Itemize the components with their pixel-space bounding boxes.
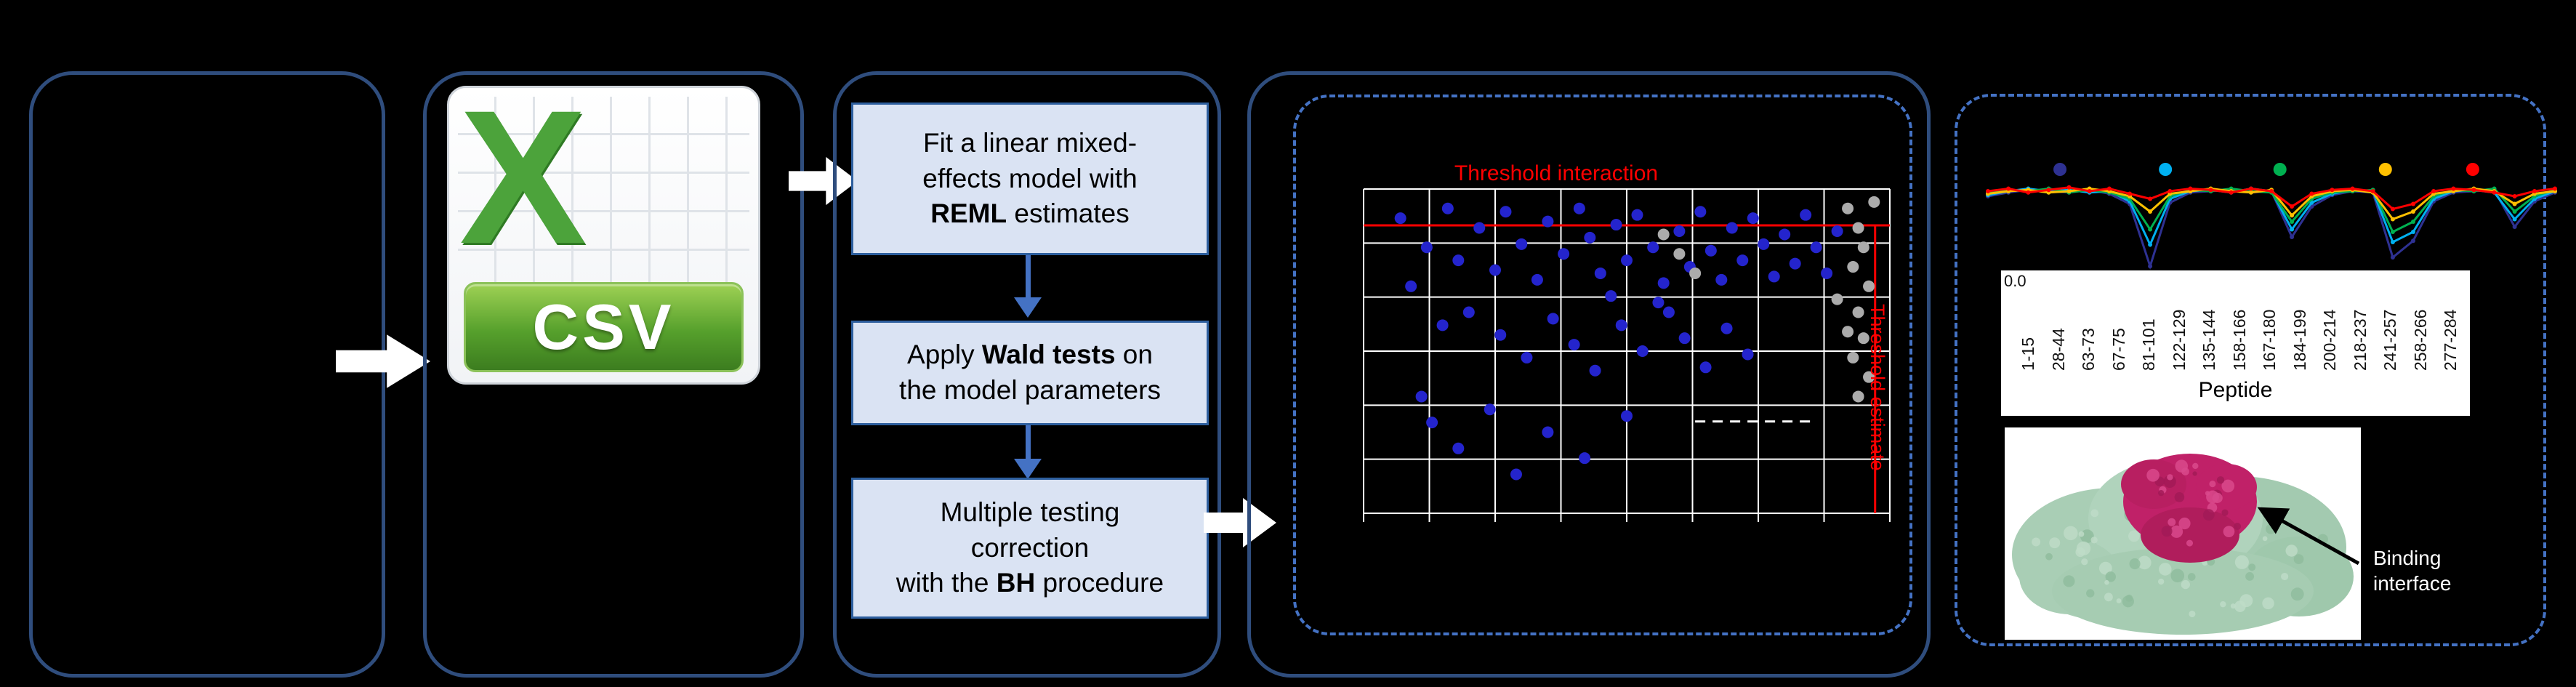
csv-panel: [423, 71, 804, 678]
input-panel: [29, 71, 385, 678]
peptide-tick-label: 167-180: [2260, 309, 2279, 371]
arrow-stem: [1025, 425, 1031, 459]
pipeline-arrow-2: [1013, 425, 1042, 479]
threshold-interaction-label: Threshold interaction: [1454, 161, 1659, 185]
threshold-estimate-label: Threshold estimate: [1867, 304, 1888, 471]
arrow-stem: [1025, 255, 1031, 297]
csv-file-icon: X CSV: [447, 71, 760, 385]
spreadsheet-grid-icon: [458, 97, 749, 284]
peptide-tick-label: 28-44: [2048, 328, 2068, 371]
step-fit-model: Fit a linear mixed-effects model with REM…: [851, 103, 1209, 255]
binding-arrow: [2257, 507, 2360, 566]
step-bh-correction: Multiple testing correction with the BH pr…: [851, 478, 1209, 619]
csv-label: CSV: [532, 291, 675, 363]
binding-label-line2: interface: [2373, 572, 2452, 595]
y-axis-tick: 0.0: [2004, 272, 2026, 290]
peptide-tick-label: 67-75: [2109, 328, 2128, 371]
arrow-head-icon: [1014, 459, 1042, 479]
excel-x-icon: X: [459, 71, 587, 284]
arrow-head-icon: [1014, 297, 1042, 318]
peptide-tick-label: 122-129: [2169, 309, 2189, 371]
peptide-tick-label: 218-237: [2350, 309, 2370, 371]
peptide-tick-label: 63-73: [2079, 328, 2098, 371]
peptide-tick-label: 241-257: [2380, 309, 2399, 371]
binding-interface-region: [2121, 454, 2257, 563]
pipeline-arrow-1: [1013, 255, 1042, 318]
output-dashed-box: [1955, 94, 2546, 646]
peptide-tick-label: 258-266: [2410, 309, 2430, 371]
peptide-tick-label: 184-199: [2290, 309, 2309, 371]
peptide-tick-label: 81-101: [2139, 318, 2158, 371]
protein-surface-image: [2012, 454, 2354, 635]
peptide-tick-label: 1-15: [2018, 337, 2037, 371]
peptide-tick-label: 200-214: [2320, 309, 2339, 371]
results-panel: [1247, 71, 1931, 678]
peptide-tick-label: 158-166: [2229, 309, 2249, 371]
peptide-tick-label: 277-284: [2441, 309, 2460, 371]
peptide-tick-label: 135-144: [2199, 309, 2218, 371]
csv-banner: CSV: [464, 282, 744, 372]
pipeline-panel: Fit a linear mixed-effects model with REM…: [833, 71, 1221, 678]
x-axis-title: Peptide: [2198, 378, 2273, 402]
volcano-scatter-plot: [1363, 188, 1891, 522]
step-wald-tests: Apply Wald tests on the model parameters: [851, 321, 1209, 425]
deuterium-uptake-line-chart: [1986, 163, 2557, 270]
results-dashed-box: [1293, 95, 1912, 635]
peptide-axis-panel: 0.0 1-15 28-44 63-73 67-75 81-101 122-129 135-…: [2001, 270, 2470, 416]
protein-structure-panel: [2005, 427, 2361, 640]
peptide-tick-labels: 1-15 28-44 63-73 67-75 81-101 122-129 135-144 1…: [2018, 275, 2460, 371]
binding-interface-label: Binding interface: [2373, 545, 2540, 596]
binding-label-line1: Binding: [2373, 547, 2442, 569]
